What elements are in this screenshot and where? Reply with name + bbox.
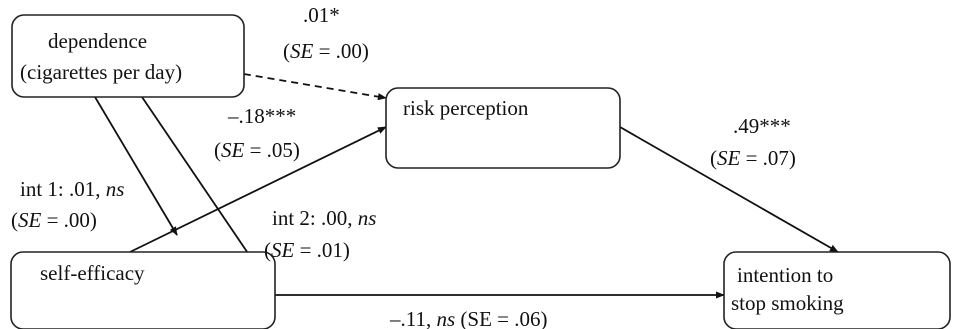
label-interaction-2: int 2: .00, ns (SE = .01) xyxy=(264,206,376,262)
coef-self-efficacy-to-intention: –.11, ns (SE = .06) xyxy=(389,307,548,329)
node-risk-perception-label: risk perception xyxy=(403,96,529,120)
node-intention-line1: intention to xyxy=(737,263,833,287)
se-risk-to-intention: (SE = .07) xyxy=(710,146,796,170)
node-intention: intention to stop smoking xyxy=(723,251,951,329)
se-dependence-to-risk: (SE = .00) xyxy=(283,39,369,63)
label-self-efficacy-to-risk: –.18*** (SE = .05) xyxy=(214,104,300,162)
se-interaction-2: (SE = .01) xyxy=(264,238,350,262)
node-dependence: dependence (cigarettes per day) xyxy=(11,14,245,98)
node-dependence-line1: dependence xyxy=(48,29,147,53)
node-self-efficacy-label: self-efficacy xyxy=(40,261,145,285)
coef-self-efficacy-to-risk: –.18*** xyxy=(227,104,296,128)
label-self-efficacy-to-intention: –.11, ns (SE = .06) xyxy=(389,307,548,329)
label-interaction-1: int 1: .01, ns (SE = .00) xyxy=(11,177,124,232)
edge-dependence-to-risk xyxy=(231,71,387,101)
node-dependence-line2: (cigarettes per day) xyxy=(20,60,182,84)
node-risk-perception: risk perception xyxy=(385,87,621,169)
coef-dependence-to-risk: .01* xyxy=(303,3,340,27)
edge-interaction-1 xyxy=(94,96,178,236)
node-self-efficacy: self-efficacy xyxy=(10,251,276,329)
se-interaction-1: (SE = .00) xyxy=(11,208,97,232)
coef-risk-to-intention: .49*** xyxy=(733,114,791,138)
se-self-efficacy-to-risk: (SE = .05) xyxy=(214,138,300,162)
label-dependence-to-risk: .01* (SE = .00) xyxy=(283,3,369,63)
coef-interaction-1: int 1: .01, ns xyxy=(20,177,124,201)
edge-risk-to-intention xyxy=(619,126,839,253)
coef-interaction-2: int 2: .00, ns xyxy=(272,206,376,230)
node-intention-line2: stop smoking xyxy=(731,291,844,315)
label-risk-to-intention: .49*** (SE = .07) xyxy=(710,114,796,170)
